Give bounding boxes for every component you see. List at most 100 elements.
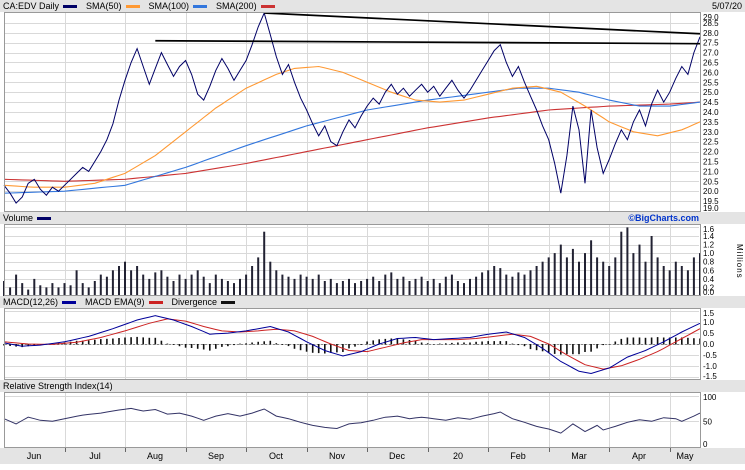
svg-text:20.0: 20.0 <box>703 187 719 196</box>
svg-text:22.5: 22.5 <box>703 138 719 147</box>
rsi-legend-strip: Relative Strength Index(14) <box>0 380 745 392</box>
macd-series-swatch-2 <box>221 300 236 304</box>
month-label-Nov: Nov <box>328 451 346 461</box>
month-label-Apr: Apr <box>631 451 647 461</box>
price-series-swatch-1 <box>125 4 140 8</box>
macd-legend: MACD(12,26) MACD EMA(9) Divergence <box>0 296 244 308</box>
svg-text:23.5: 23.5 <box>703 118 719 127</box>
svg-text:27.0: 27.0 <box>703 49 719 58</box>
svg-text:100: 100 <box>703 393 717 402</box>
rsi-panel: 0 50 100 <box>0 392 745 448</box>
svg-text:25.5: 25.5 <box>703 78 719 87</box>
month-tick-Dec <box>367 448 368 452</box>
svg-text:1.6: 1.6 <box>703 225 715 234</box>
month-label-Jul: Jul <box>89 451 101 461</box>
price-series-label-2: SMA(100) <box>148 1 190 11</box>
volume-legend: Volume <box>0 212 60 224</box>
month-label-Aug: Aug <box>146 451 164 461</box>
svg-text:28.5: 28.5 <box>703 19 719 28</box>
price-legend: CA:EDV Daily SMA(50) SMA(100) SMA(200) <box>0 0 284 12</box>
price-series-label-3: SMA(200) <box>216 1 257 11</box>
month-tick-Feb <box>488 448 489 452</box>
volume-units-label: Millions <box>735 243 744 279</box>
svg-text:29.0: 29.0 <box>703 13 719 22</box>
price-plot: 19.019.520.020.521.021.522.022.523.023.5… <box>0 12 745 212</box>
svg-text:0.2: 0.2 <box>703 283 715 292</box>
macd-panel: -1.5 -1.0 -0.5 0.0 0.5 1.0 1.5 <box>0 308 745 380</box>
rsi-plot: 0 50 100 <box>0 392 745 448</box>
month-tick-May <box>670 448 671 452</box>
macd-series-swatch-1 <box>148 300 163 304</box>
month-label-20: 20 <box>452 451 464 461</box>
svg-text:19.5: 19.5 <box>703 197 719 206</box>
svg-text:0.4: 0.4 <box>703 275 715 284</box>
svg-text:1.0: 1.0 <box>703 249 715 258</box>
svg-text:26.0: 26.0 <box>703 68 719 77</box>
rsi-series-label-0: Relative Strength Index(14) <box>3 381 113 391</box>
price-panel: 19.0 19.5 20.0 20.5 21.0 21.5 22.0 22.5 23.0 23.5… <box>0 12 745 212</box>
svg-text:21.5: 21.5 <box>703 158 719 167</box>
svg-text:0.8: 0.8 <box>703 258 715 267</box>
macd-legend-strip: MACD(12,26) MACD EMA(9) Divergence <box>0 296 745 308</box>
svg-text:1.2: 1.2 <box>703 241 715 250</box>
svg-text:27.5: 27.5 <box>703 39 719 48</box>
svg-text:0.5: 0.5 <box>703 329 715 338</box>
month-label-Feb: Feb <box>510 451 526 461</box>
macd-plot: -1.5-1.0 -0.5 0.0 0.5 1.01.5 <box>0 308 745 380</box>
volume-legend-strip: Volume ©BigCharts.com <box>0 212 745 224</box>
volume-series-label-0: Volume <box>3 213 34 223</box>
svg-text:-1.0: -1.0 <box>703 362 717 371</box>
macd-series-label-1: MACD EMA(9) <box>85 297 145 307</box>
price-series-label-0: CA:EDV Daily <box>3 1 60 11</box>
month-tick-Oct <box>246 448 247 452</box>
price-series-swatch-2 <box>193 4 208 8</box>
svg-text:20.5: 20.5 <box>703 177 719 186</box>
volume-plot: 0.00.20.40.60.81.01.21.41.6 <box>0 224 745 296</box>
macd-series-label-2: Divergence <box>171 297 218 307</box>
month-label-Oct: Oct <box>268 451 284 461</box>
svg-text:22.0: 22.0 <box>703 148 719 157</box>
svg-text:0.0: 0.0 <box>703 288 715 296</box>
month-label-Mar: Mar <box>571 451 587 461</box>
svg-text:1.4: 1.4 <box>703 232 715 241</box>
svg-text:24.0: 24.0 <box>703 108 719 117</box>
chart-date-label: 5/07/20 <box>711 1 742 11</box>
price-legend-strip: CA:EDV Daily SMA(50) SMA(100) SMA(200) 5/07… <box>0 0 745 12</box>
rsi-legend: Relative Strength Index(14) <box>0 380 113 392</box>
price-series-swatch-3 <box>260 4 275 8</box>
svg-text:25.0: 25.0 <box>703 88 719 97</box>
month-label-Jun: Jun <box>26 451 42 461</box>
svg-text:24.5: 24.5 <box>703 98 719 107</box>
svg-text:0.0: 0.0 <box>703 340 715 349</box>
svg-text:21.0: 21.0 <box>703 167 719 176</box>
month-tick-Aug <box>125 448 126 452</box>
svg-text:0.6: 0.6 <box>703 266 715 275</box>
volume-series-swatch-0 <box>37 216 52 220</box>
svg-text:1.5: 1.5 <box>703 309 715 318</box>
x-axis: Jun Jul Aug Sep Oct Nov Dec 20 Feb Mar Apr May <box>0 448 745 464</box>
svg-text:-1.5: -1.5 <box>703 372 717 380</box>
svg-text:-0.5: -0.5 <box>703 351 717 360</box>
month-tick-20 <box>428 448 429 452</box>
month-tick-Mar <box>549 448 550 452</box>
macd-series-label-0: MACD(12,26) <box>3 297 59 307</box>
svg-text:19.0: 19.0 <box>703 204 719 212</box>
month-tick-Jul <box>65 448 66 452</box>
price-series-swatch-0 <box>63 4 78 8</box>
svg-text:0: 0 <box>703 440 708 448</box>
month-tick-Apr <box>609 448 610 452</box>
bigcharts-watermark-link[interactable]: ©BigCharts.com <box>628 213 699 223</box>
volume-panel: 0.0 0.2 0.4 0.6 0.8 1.0 1.2 1.4 1.6 <box>0 224 745 296</box>
month-label-Dec: Dec <box>388 451 406 461</box>
svg-text:28.0: 28.0 <box>703 29 719 38</box>
macd-series-swatch-0 <box>62 300 77 304</box>
price-series-label-1: SMA(50) <box>86 1 122 11</box>
month-label-May: May <box>676 451 694 461</box>
svg-text:50: 50 <box>703 417 712 426</box>
month-label-Sep: Sep <box>207 451 225 461</box>
svg-text:1.0: 1.0 <box>703 318 715 327</box>
svg-text:23.0: 23.0 <box>703 128 719 137</box>
svg-text:26.5: 26.5 <box>703 58 719 67</box>
month-tick-Sep <box>186 448 187 452</box>
